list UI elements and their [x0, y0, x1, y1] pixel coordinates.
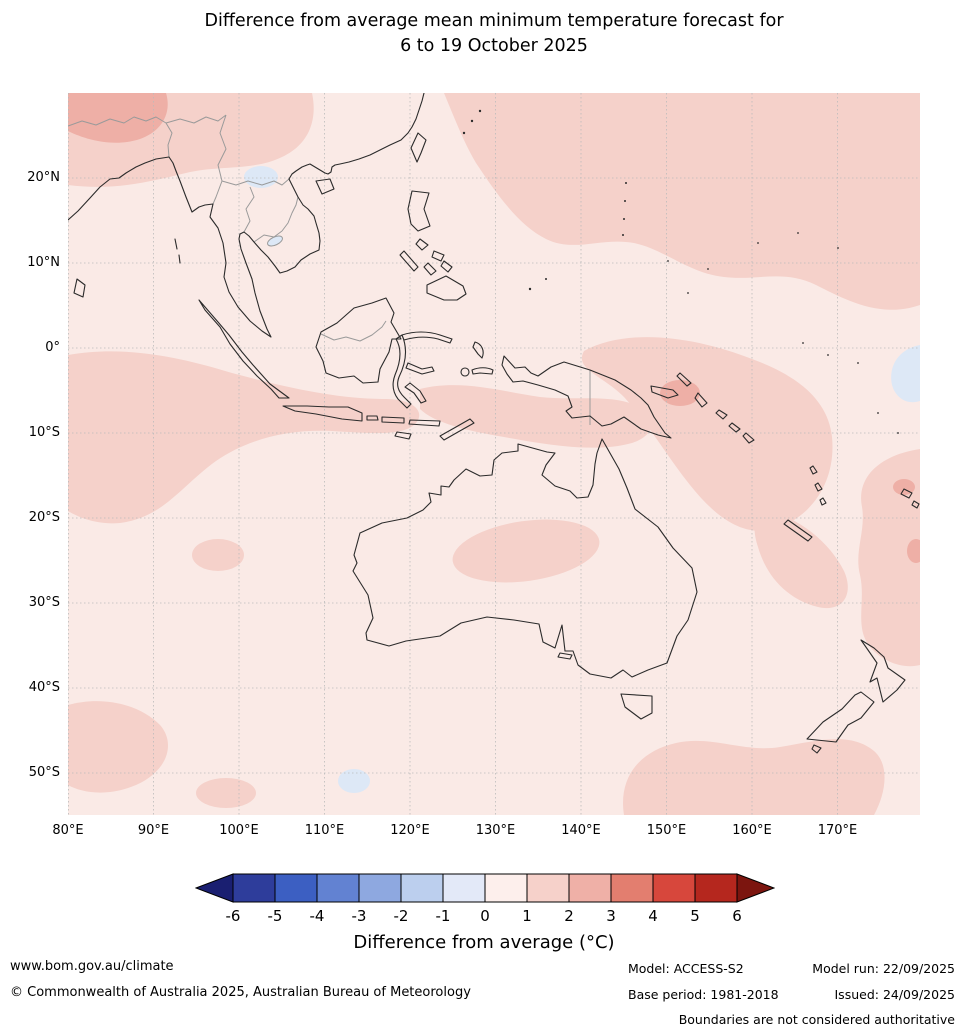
colorbar-segment [400, 873, 444, 903]
colorbar-segment [358, 873, 402, 903]
coastline-fiji [900, 488, 920, 509]
coastline-moluccas [471, 341, 494, 375]
lon-tick-label: 160°E [732, 823, 772, 838]
lon-tick-label: 80°E [52, 823, 84, 838]
coastline-new-caledonia [783, 519, 813, 542]
colorbar-tick-label: -4 [309, 907, 325, 925]
coastline-vanuatu [809, 465, 827, 506]
bom-website-url: www.bom.gov.au/climate [10, 959, 174, 974]
coastlines [68, 93, 920, 754]
coastline-java [282, 405, 363, 422]
coastline-lesser-sunda [366, 415, 475, 441]
coastline-buru [460, 367, 470, 377]
lon-tick-label: 120°E [390, 823, 430, 838]
page-title: Difference from average mean minimum tem… [58, 9, 930, 59]
lat-tick-label: 40°S [28, 680, 60, 695]
colorbar-segment [232, 873, 276, 903]
coastline-borneo [315, 297, 402, 384]
lat-tick-label: 30°S [28, 595, 60, 610]
coastline-asia-mainland [68, 93, 425, 338]
country-borders [68, 114, 591, 425]
lon-tick-label: 100°E [219, 823, 259, 838]
graticule [68, 93, 920, 815]
colorbar-tick-label: -2 [393, 907, 409, 925]
lat-tick-label: 20°N [27, 170, 60, 185]
colorbar-segment [526, 873, 570, 903]
model-run-date: Model run: 22/09/2025 [812, 961, 955, 976]
colorbar-segment [568, 873, 612, 903]
boundaries-disclaimer: Boundaries are not considered authoritat… [678, 1012, 955, 1027]
coastline-taiwan [410, 132, 427, 163]
lon-tick-label: 130°E [475, 823, 516, 838]
colorbar-arrow-right [736, 873, 776, 903]
colorbar-tick-label: 0 [480, 907, 490, 925]
coastline-kangaroo-island [557, 652, 573, 660]
colorbar-segment [652, 873, 696, 903]
colorbar-tick-label: -3 [351, 907, 367, 925]
colorbar-tick-label: -6 [225, 907, 241, 925]
colorbar-tick-label: 4 [648, 907, 658, 925]
colorbar-segment [484, 873, 528, 903]
colorbar-segment [610, 873, 654, 903]
issued-date: Issued: 24/09/2025 [834, 987, 956, 1002]
colorbar: -6 -5 -4 -3 -2 -1 0 1 2 3 4 5 6 [194, 873, 776, 935]
coastline-hainan [315, 178, 335, 195]
lon-tick-label: 110°E [304, 823, 345, 838]
anomaly-map [68, 93, 920, 815]
colorbar-segment [442, 873, 486, 903]
coastline-sumatra [198, 299, 290, 399]
colorbar-tick-label: 5 [690, 907, 700, 925]
lon-tick-label: 170°E [817, 823, 858, 838]
colorbar-arrow-left [194, 873, 234, 903]
colorbar-segment [694, 873, 738, 903]
colorbar-tick-label: -5 [267, 907, 283, 925]
title-line-2: 6 to 19 October 2025 [400, 36, 588, 56]
anomaly-shading [68, 93, 920, 815]
lon-tick-label: 150°E [646, 823, 687, 838]
coastline-sulawesi [392, 331, 453, 409]
coastline-andaman [174, 238, 181, 264]
coastline-nz-north-island [860, 639, 906, 703]
coastline-sri-lanka [73, 278, 86, 298]
lon-tick-label: 140°E [561, 823, 601, 838]
base-period: Base period: 1981-2018 [628, 987, 779, 1002]
colorbar-label: Difference from average (°C) [353, 932, 615, 953]
lon-tick-label: 90°E [137, 823, 170, 838]
lat-tick-label: 20°S [28, 510, 60, 525]
coastline-australia [352, 438, 698, 679]
lat-tick-label: 10°S [28, 425, 60, 440]
coastline-nz-south-island [806, 691, 875, 754]
pacific-island-specks [462, 109, 899, 434]
colorbar-scale [194, 873, 776, 903]
colorbar-tick-label: 3 [606, 907, 616, 925]
colorbar-tick-label: 2 [564, 907, 574, 925]
coastline-tasmania [620, 693, 653, 720]
coastline-new-guinea [501, 355, 672, 439]
coastline-bismarck-solomons [650, 372, 755, 444]
lat-tick-label: 10°N [27, 255, 60, 270]
colorbar-segment [316, 873, 360, 903]
lat-tick-label: 0° [45, 340, 60, 355]
colorbar-tick-label: 1 [522, 907, 532, 925]
model-name: Model: ACCESS-S2 [628, 961, 744, 976]
copyright-notice: © Commonwealth of Australia 2025, Austra… [10, 985, 471, 1000]
lat-tick-label: 50°S [28, 765, 60, 780]
coastline-philippines [399, 190, 467, 301]
colorbar-tick-label: 6 [732, 907, 742, 925]
colorbar-tick-label: -1 [435, 907, 451, 925]
title-line-1: Difference from average mean minimum tem… [204, 11, 784, 31]
colorbar-segment [274, 873, 318, 903]
